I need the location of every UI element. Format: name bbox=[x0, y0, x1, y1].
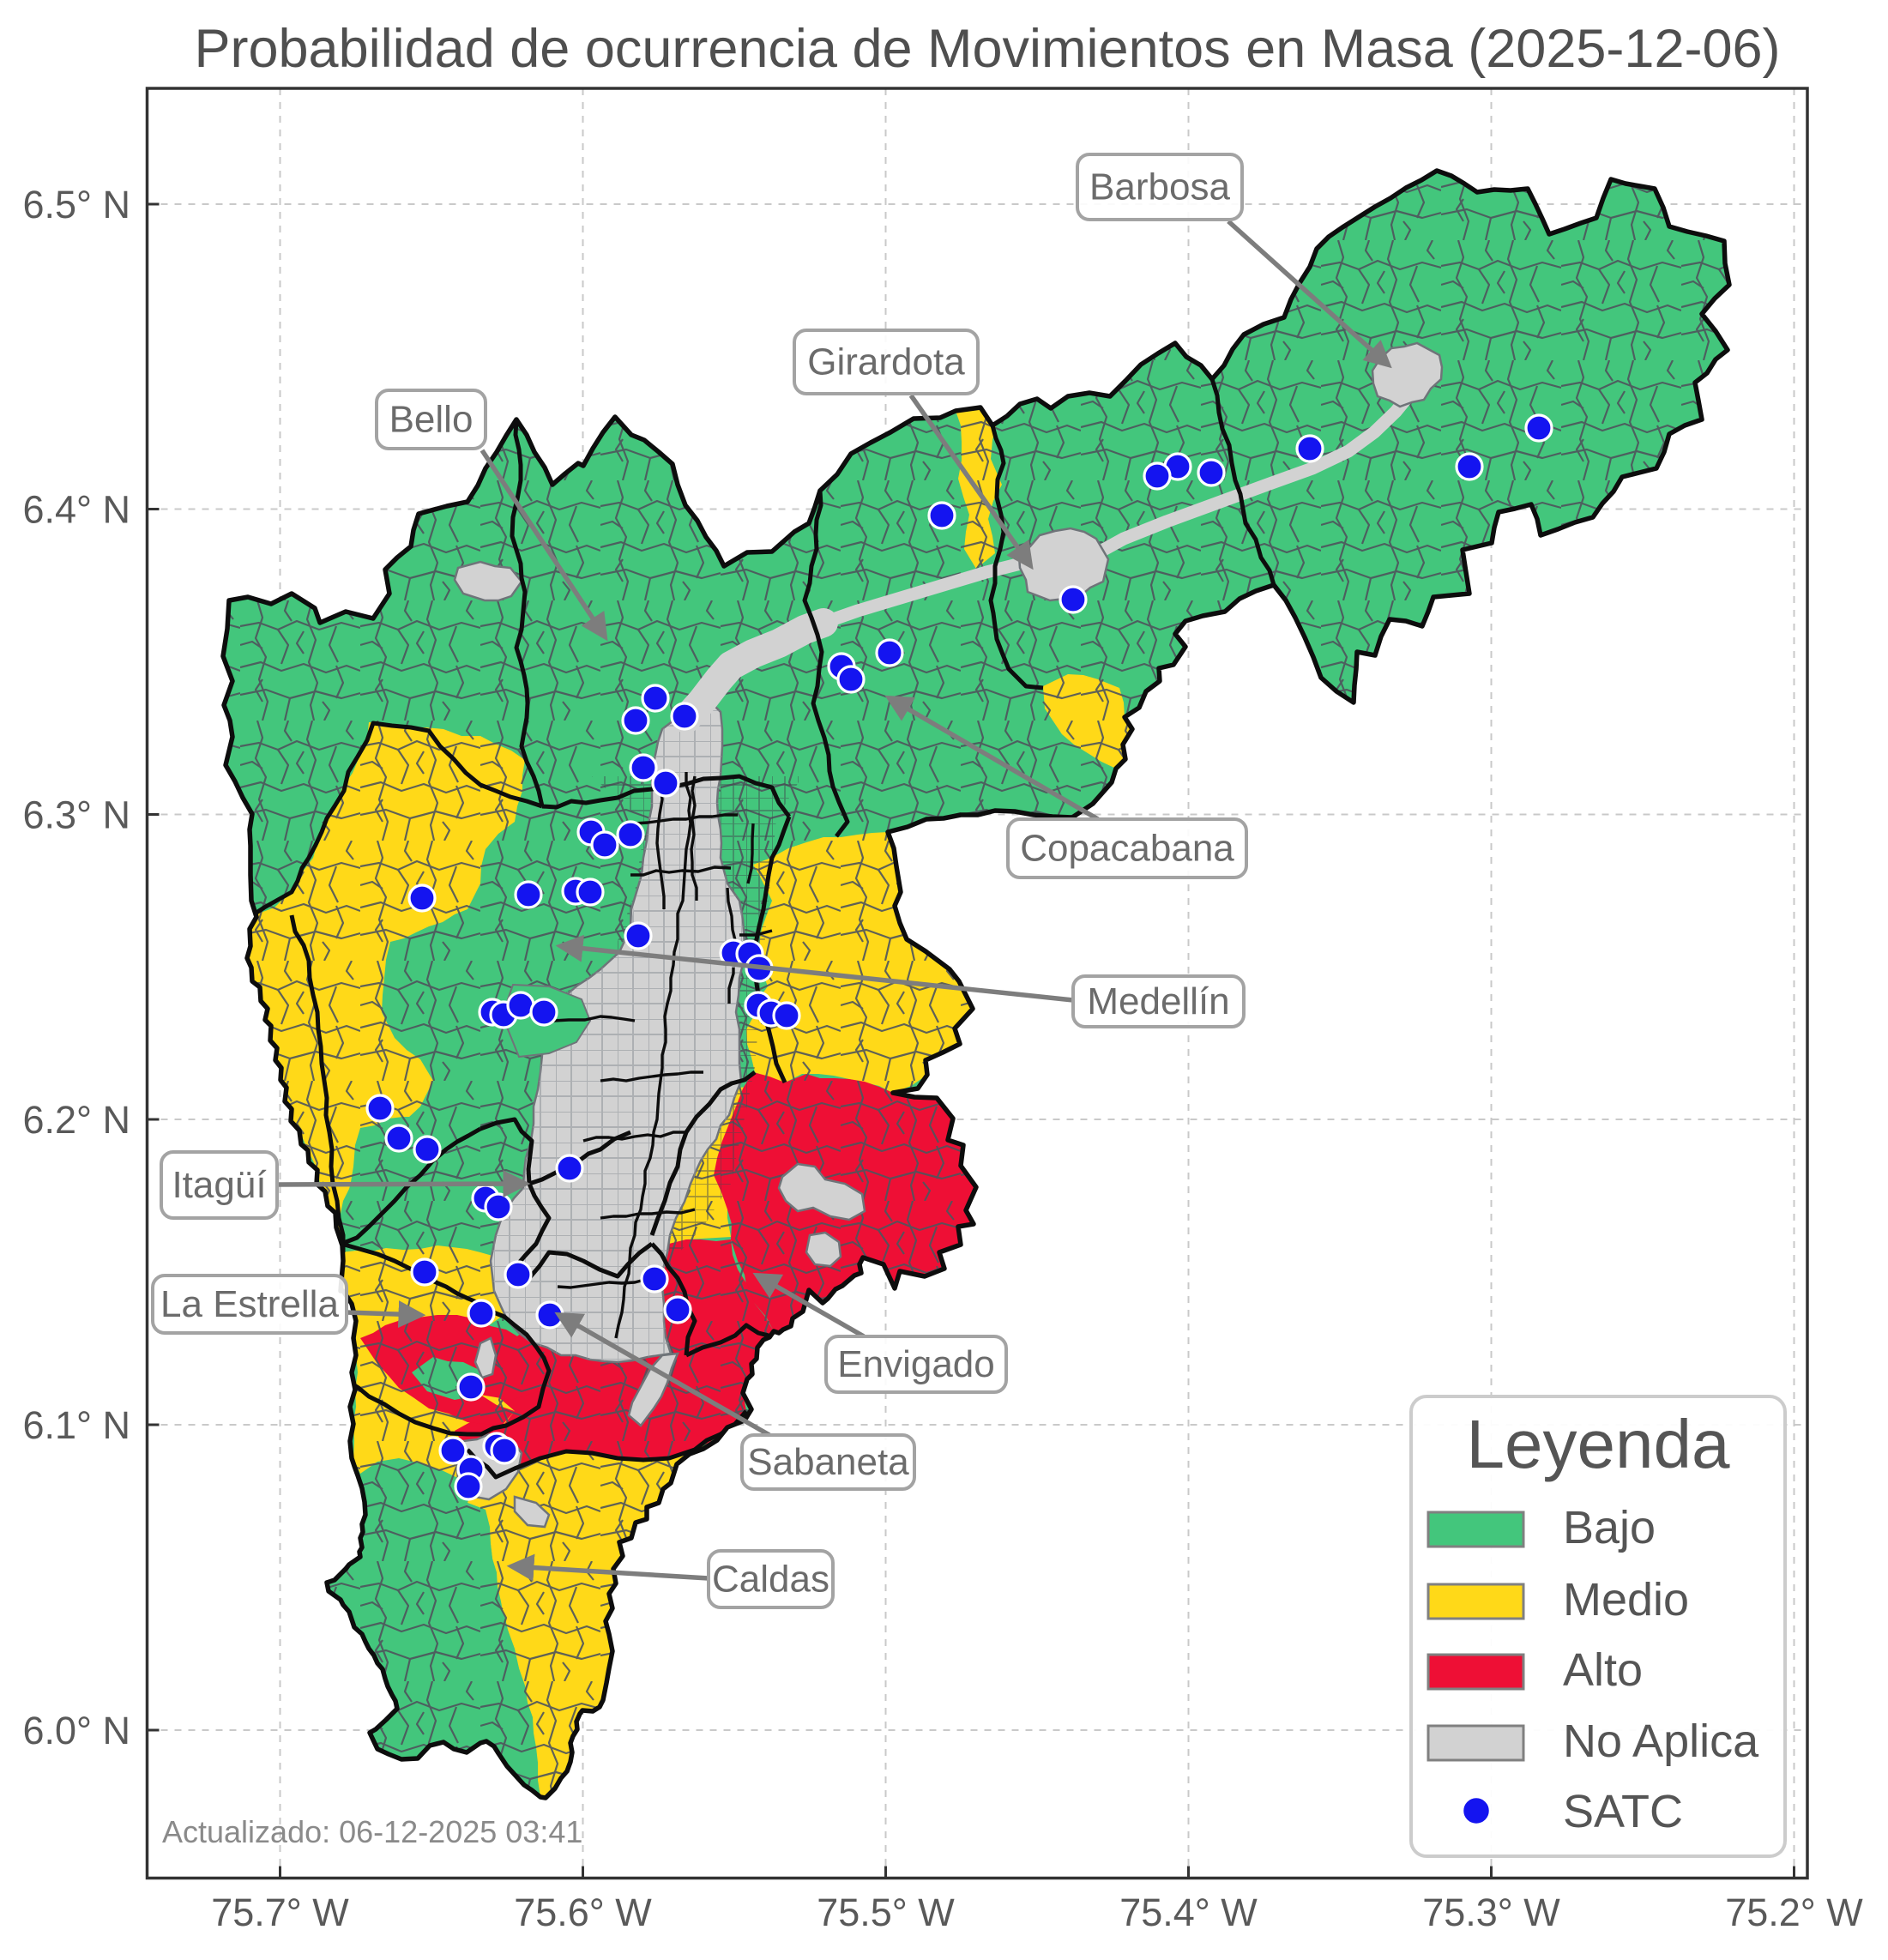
svg-text:Medio: Medio bbox=[1563, 1574, 1689, 1625]
svg-text:75.2° W: 75.2° W bbox=[1725, 1891, 1863, 1934]
svg-text:Medellín: Medellín bbox=[1087, 980, 1229, 1022]
svg-text:Bajo: Bajo bbox=[1563, 1502, 1656, 1553]
svg-text:Actualizado: 06-12-2025 03:41: Actualizado: 06-12-2025 03:41 bbox=[162, 1814, 582, 1849]
svg-text:75.5° W: 75.5° W bbox=[817, 1891, 955, 1934]
svg-text:Sabaneta: Sabaneta bbox=[747, 1441, 909, 1483]
svg-text:6.1° N: 6.1° N bbox=[22, 1403, 130, 1447]
svg-text:SATC: SATC bbox=[1563, 1786, 1683, 1837]
svg-text:75.4° W: 75.4° W bbox=[1119, 1891, 1258, 1934]
svg-text:Itagüí: Itagüí bbox=[172, 1164, 267, 1206]
svg-text:Alto: Alto bbox=[1563, 1644, 1643, 1696]
svg-text:Copacabana: Copacabana bbox=[1020, 828, 1234, 870]
svg-text:Bello: Bello bbox=[389, 399, 474, 441]
svg-text:Barbosa: Barbosa bbox=[1089, 166, 1230, 208]
svg-text:6.5° N: 6.5° N bbox=[22, 183, 130, 226]
svg-text:No Aplica: No Aplica bbox=[1563, 1716, 1759, 1767]
svg-text:Probabilidad de ocurrencia de: Probabilidad de ocurrencia de Movimiento… bbox=[194, 19, 1780, 79]
svg-text:6.2° N: 6.2° N bbox=[22, 1098, 130, 1142]
svg-text:6.4° N: 6.4° N bbox=[22, 488, 130, 532]
svg-text:Girardota: Girardota bbox=[807, 341, 965, 383]
svg-text:6.0° N: 6.0° N bbox=[22, 1709, 130, 1752]
svg-text:75.3° W: 75.3° W bbox=[1422, 1891, 1560, 1934]
svg-text:6.3° N: 6.3° N bbox=[22, 793, 130, 837]
svg-text:Caldas: Caldas bbox=[712, 1559, 829, 1601]
svg-text:75.6° W: 75.6° W bbox=[514, 1891, 652, 1934]
svg-text:La Estrella: La Estrella bbox=[160, 1283, 339, 1325]
svg-text:Envigado: Envigado bbox=[837, 1343, 994, 1385]
svg-text:Leyenda: Leyenda bbox=[1467, 1406, 1730, 1482]
svg-text:75.7° W: 75.7° W bbox=[211, 1891, 349, 1934]
